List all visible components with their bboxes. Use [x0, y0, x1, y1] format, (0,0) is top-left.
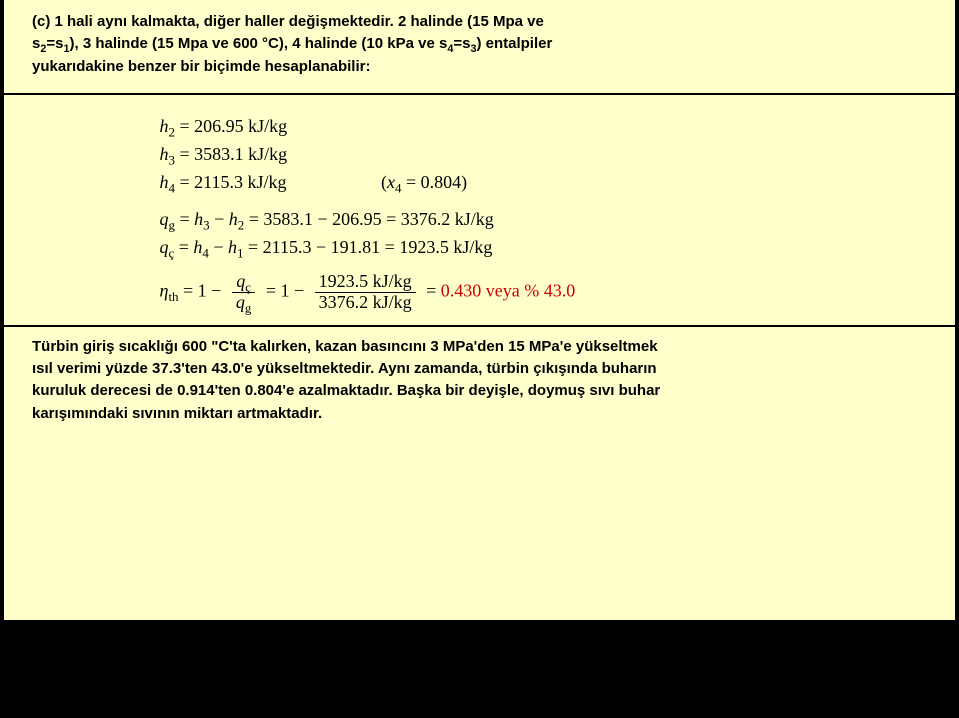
eq-h4: h4 = 2115.3 kJ/kg (x4 = 0.804)	[160, 169, 800, 197]
conclusion-line-4: karışımındaki sıvının miktarı artmaktadı…	[32, 404, 927, 424]
problem-statement: (c) 1 hali aynı kalmakta, diğer haller d…	[4, 0, 955, 95]
eta-value: 0.430 veya % 43.0	[441, 281, 575, 301]
eq-h2: h2 = 206.95 kJ/kg	[160, 113, 800, 141]
eq-qc: qç = h4 − h1 = 2115.3 − 191.81 = 1923.5 …	[160, 234, 800, 262]
equations-area: h2 = 206.95 kJ/kg h3 = 3583.1 kJ/kg h4 =…	[4, 95, 955, 325]
eta-sub: th	[168, 289, 178, 304]
statement-line-3: yukarıdakine benzer bir biçimde hesaplan…	[32, 57, 927, 77]
eta-eq3: =	[422, 281, 441, 301]
statement-line-1: (c) 1 hali aynı kalmakta, diğer haller d…	[32, 12, 927, 32]
eq-qg: qg = h3 − h2 = 3583.1 − 206.95 = 3376.2 …	[160, 206, 800, 234]
conclusion-line-3: kuruluk derecesi de 0.914'ten 0.804'e az…	[32, 381, 927, 401]
eq-h3: h3 = 3583.1 kJ/kg	[160, 141, 800, 169]
eq-x4: (x4 = 0.804)	[381, 169, 467, 197]
page-root: (c) 1 hali aynı kalmakta, diğer haller d…	[0, 0, 959, 718]
eta-eq1: = 1 −	[179, 281, 226, 301]
statement-line-2: s2=s1), 3 halinde (15 Mpa ve 600 °C), 4 …	[32, 34, 927, 54]
t2b: =s	[46, 35, 63, 52]
conclusion: Türbin giriş sıcaklığı 600 "C'ta kalırke…	[4, 325, 955, 424]
eq-eta: ηth = 1 − qçqg = 1 − 1923.5 kJ/kg3376.2 …	[160, 272, 800, 313]
conclusion-line-2: ısıl verimi yüzde 37.3'ten 43.0'e yüksel…	[32, 359, 927, 379]
eta-frac2: 1923.5 kJ/kg3376.2 kJ/kg	[315, 272, 416, 313]
equations: h2 = 206.95 kJ/kg h3 = 3583.1 kJ/kg h4 =…	[160, 113, 800, 313]
t2d: =s	[453, 35, 470, 52]
slide: (c) 1 hali aynı kalmakta, diğer haller d…	[4, 0, 955, 620]
eta-f2n: 1923.5 kJ/kg	[315, 272, 416, 293]
eta-eq2: = 1 −	[261, 281, 308, 301]
eta-f2d: 3376.2 kJ/kg	[315, 293, 416, 313]
t2c: ), 3 halinde (15 Mpa ve 600 °C), 4 halin…	[69, 35, 447, 52]
conclusion-line-1: Türbin giriş sıcaklığı 600 "C'ta kalırke…	[32, 337, 927, 357]
t2e: ) entalpiler	[476, 35, 552, 52]
eta-frac1: qçqg	[232, 272, 255, 313]
